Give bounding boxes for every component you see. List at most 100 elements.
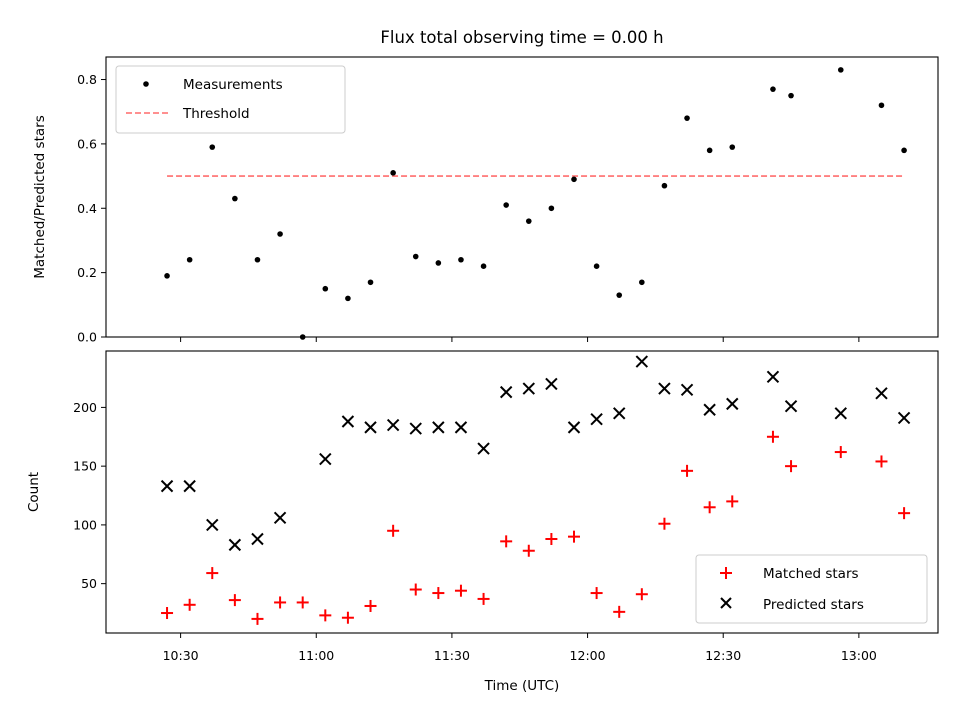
measurement-point xyxy=(458,256,464,263)
top-y-tick-label: 0.2 xyxy=(77,265,97,280)
matched-star-point xyxy=(726,495,739,508)
predicted-star-point xyxy=(499,385,513,399)
measurement-point xyxy=(837,67,844,73)
matched-star-point xyxy=(635,588,648,601)
predicted-star-point xyxy=(273,511,287,525)
measurement-point xyxy=(525,218,532,224)
legend-measurements-marker xyxy=(143,81,149,87)
measurement-point xyxy=(788,92,794,99)
matched-star-point xyxy=(590,587,603,600)
legend-matched-marker xyxy=(720,567,732,579)
x-tick-label: 10:30 xyxy=(163,648,199,663)
matched-star-point xyxy=(206,567,219,580)
predicted-star-point xyxy=(477,442,490,455)
measurement-point xyxy=(770,86,776,92)
measurement-point xyxy=(548,205,555,212)
predicted-star-point xyxy=(545,377,558,391)
predicted-star-point xyxy=(703,403,716,416)
matched-star-point xyxy=(161,607,174,620)
top-legend: Measurements Threshold xyxy=(115,65,346,134)
predicted-star-point xyxy=(409,422,422,435)
predicted-star-point xyxy=(432,421,445,434)
matched-star-point xyxy=(183,598,196,611)
predicted-star-point xyxy=(160,479,174,493)
measurement-point xyxy=(639,279,645,286)
bottom-data-layer xyxy=(160,355,911,625)
predicted-star-point xyxy=(658,382,671,395)
matched-star-point xyxy=(898,507,911,520)
measurement-point xyxy=(878,102,885,109)
x-tick-label: 11:30 xyxy=(434,648,470,663)
measurement-point xyxy=(232,195,238,202)
matched-star-point xyxy=(613,605,626,618)
predicted-star-point xyxy=(875,387,888,400)
top-y-tick-label: 0.8 xyxy=(77,72,97,87)
matched-star-point xyxy=(251,612,264,625)
top-y-tick-label: 0.4 xyxy=(77,201,97,216)
measurement-point xyxy=(729,144,736,150)
matched-star-point xyxy=(568,530,580,543)
predicted-star-point xyxy=(897,411,911,425)
predicted-star-point xyxy=(319,452,332,466)
measurement-point xyxy=(661,182,668,189)
predicted-star-point xyxy=(635,355,649,368)
measurement-point xyxy=(367,279,374,286)
matched-star-point xyxy=(875,455,888,468)
predicted-star-point xyxy=(206,518,219,532)
predicted-star-point xyxy=(386,418,400,432)
predicted-star-point xyxy=(834,407,847,420)
top-panel: 0.00.20.40.60.8 Matched/Predicted stars … xyxy=(32,56,939,345)
matched-star-point xyxy=(834,446,847,459)
predicted-star-point xyxy=(590,412,603,426)
predicted-star-point xyxy=(454,421,468,434)
matched-star-point xyxy=(387,524,400,537)
matched-star-point xyxy=(500,535,513,548)
measurement-point xyxy=(571,176,577,183)
measurement-point xyxy=(593,263,600,269)
matched-star-point xyxy=(409,583,422,596)
predicted-star-point xyxy=(251,532,264,546)
bottom-y-axis-label: Count xyxy=(26,472,42,512)
predicted-star-point xyxy=(364,421,377,434)
top-y-tick-label: 0.6 xyxy=(77,136,97,151)
measurement-point xyxy=(503,202,509,208)
top-y-ticks: 0.0 0.2 0.4 0.6 0.8 xyxy=(77,72,106,345)
matched-star-point xyxy=(658,517,671,530)
measurement-point xyxy=(345,295,351,302)
predicted-star-point xyxy=(341,415,355,428)
predicted-star-point xyxy=(522,382,535,395)
predicted-star-point xyxy=(766,370,780,384)
legend-threshold-label: Threshold xyxy=(182,106,250,122)
bottom-y-ticks: 50 100 150 200 xyxy=(73,400,106,591)
matched-star-point xyxy=(274,596,287,609)
x-tick-label: 11:00 xyxy=(298,648,334,663)
x-axis-label: Time (UTC) xyxy=(484,678,560,694)
predicted-star-point xyxy=(228,538,242,552)
bottom-y-tick-label: 200 xyxy=(73,400,97,415)
matched-star-point xyxy=(432,587,445,600)
predicted-star-point xyxy=(784,400,798,413)
matched-star-point xyxy=(477,592,490,605)
measurement-point xyxy=(322,285,329,292)
measurement-point xyxy=(435,260,442,266)
bottom-legend-frame xyxy=(695,554,928,624)
matched-star-point xyxy=(522,544,535,557)
matched-star-point xyxy=(341,611,354,624)
top-axes-frame xyxy=(105,56,939,338)
matched-star-point xyxy=(364,599,377,612)
predicted-star-point xyxy=(613,407,626,420)
predicted-star-point xyxy=(680,383,694,396)
top-y-axis-label: Matched/Predicted stars xyxy=(32,115,48,278)
predicted-star-point xyxy=(183,479,196,493)
measurement-point xyxy=(901,147,907,154)
legend-predicted-marker xyxy=(720,597,732,609)
matched-star-point xyxy=(228,594,241,607)
legend-predicted-label: Predicted stars xyxy=(763,597,864,613)
x-tick-label: 12:30 xyxy=(705,648,741,663)
measurement-point xyxy=(209,144,216,150)
matched-star-point xyxy=(681,464,694,477)
measurement-point xyxy=(164,273,170,279)
matched-star-point xyxy=(703,501,716,514)
measurement-point xyxy=(390,170,396,176)
